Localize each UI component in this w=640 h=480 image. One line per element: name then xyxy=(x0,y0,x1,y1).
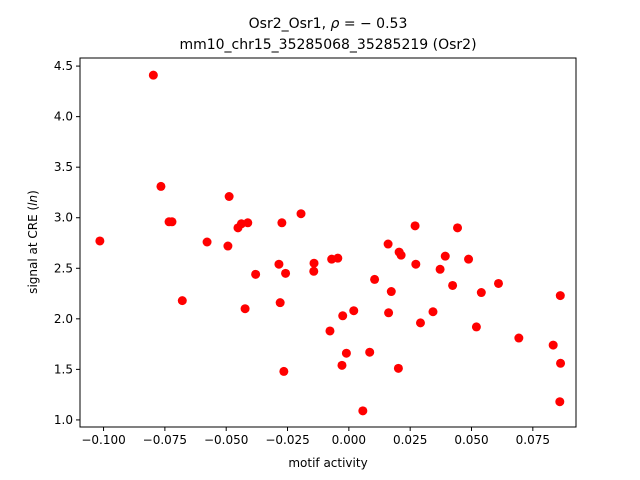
data-point-12 xyxy=(240,304,250,314)
x-tick-label: −0.050 xyxy=(204,433,248,447)
data-point-52 xyxy=(555,291,565,301)
data-point-7 xyxy=(224,192,234,202)
data-point-26 xyxy=(337,360,347,370)
data-point-53 xyxy=(556,358,566,368)
data-point-4 xyxy=(167,217,177,227)
data-point-50 xyxy=(514,333,524,343)
data-point-37 xyxy=(393,363,403,373)
y-tick-label: 3.5 xyxy=(54,160,73,174)
y-tick-label: 2.5 xyxy=(54,261,73,275)
data-point-25 xyxy=(338,311,348,321)
y-tick-label: 2.0 xyxy=(54,312,73,326)
data-point-2 xyxy=(156,181,166,191)
y-tick-label: 3.0 xyxy=(54,211,73,225)
x-axis-ticks: −0.100 −0.075 −0.050 −0.025 0.000 0.025 0.050 0… xyxy=(81,427,550,447)
data-point-46 xyxy=(464,254,474,264)
chart-title-line1: Osr2_Osr1, ρ = − 0.53 xyxy=(249,16,408,32)
data-point-54 xyxy=(555,397,565,407)
x-tick-label: −0.100 xyxy=(81,433,125,447)
data-point-20 xyxy=(309,258,319,268)
data-point-51 xyxy=(548,340,558,350)
data-point-42 xyxy=(435,264,445,274)
y-tick-label: 1.5 xyxy=(54,362,73,376)
data-point-36 xyxy=(396,250,406,260)
y-axis-label: signal at CRE (ln) xyxy=(26,190,40,294)
data-point-47 xyxy=(471,322,481,332)
data-point-11 xyxy=(243,218,253,228)
data-point-38 xyxy=(410,221,420,231)
data-point-31 xyxy=(370,274,380,284)
data-point-24 xyxy=(325,326,335,336)
data-point-8 xyxy=(223,241,233,251)
data-point-15 xyxy=(275,298,285,308)
data-point-48 xyxy=(476,288,486,298)
data-point-34 xyxy=(384,308,394,318)
data-point-27 xyxy=(341,348,351,358)
data-point-33 xyxy=(386,287,396,297)
data-point-17 xyxy=(281,268,291,278)
y-tick-label: 4.0 xyxy=(54,110,73,124)
data-point-0 xyxy=(95,236,105,246)
data-point-18 xyxy=(279,366,289,376)
x-tick-label: 0.075 xyxy=(516,433,550,447)
data-point-13 xyxy=(251,269,261,279)
data-point-6 xyxy=(202,237,212,247)
x-tick-label: 0.000 xyxy=(332,433,366,447)
data-point-39 xyxy=(411,259,421,269)
x-tick-label: −0.025 xyxy=(265,433,309,447)
data-point-28 xyxy=(349,306,359,316)
data-point-40 xyxy=(415,318,425,328)
data-point-43 xyxy=(440,251,450,261)
y-tick-label: 1.0 xyxy=(54,413,73,427)
x-tick-label: 0.050 xyxy=(454,433,488,447)
data-point-23 xyxy=(333,253,343,263)
data-point-16 xyxy=(277,218,287,228)
data-point-49 xyxy=(493,278,503,288)
x-tick-label: 0.025 xyxy=(393,433,427,447)
data-points xyxy=(95,70,566,416)
data-point-29 xyxy=(358,406,368,416)
data-point-45 xyxy=(453,223,463,233)
data-point-41 xyxy=(428,307,438,317)
y-axis-ticks: 1.0 1.5 2.0 2.5 3.0 3.5 4.0 4.5 xyxy=(54,59,80,427)
chart-title-line2: mm10_chr15_35285068_35285219 (Osr2) xyxy=(179,37,476,53)
data-point-1 xyxy=(148,70,158,80)
data-point-44 xyxy=(448,280,458,290)
data-point-14 xyxy=(274,259,284,269)
plot-area-frame xyxy=(79,57,577,428)
x-tick-label: −0.075 xyxy=(143,433,187,447)
x-axis-label: motif activity xyxy=(288,456,367,470)
y-tick-label: 4.5 xyxy=(54,59,73,73)
data-point-5 xyxy=(177,296,187,306)
data-point-32 xyxy=(383,239,393,249)
data-point-21 xyxy=(309,266,319,276)
data-point-30 xyxy=(365,347,375,357)
data-point-19 xyxy=(296,209,306,219)
